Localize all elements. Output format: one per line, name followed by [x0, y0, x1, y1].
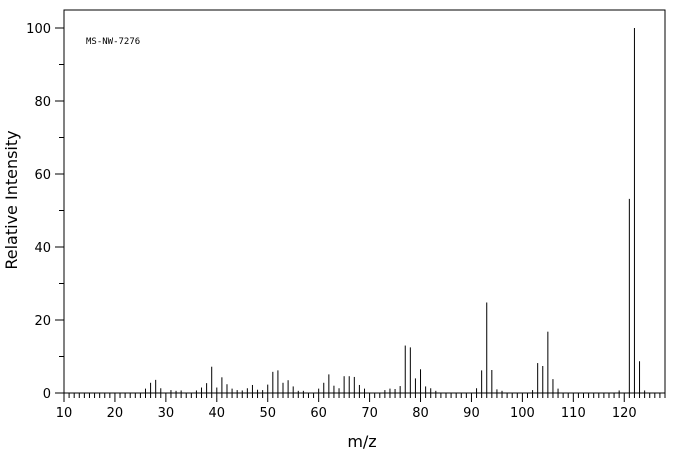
y-tick-label: 0	[43, 387, 51, 402]
x-tick-label: 110	[561, 406, 586, 421]
x-tick-label: 60	[310, 406, 327, 421]
spectrum-peaks	[144, 28, 646, 393]
x-tick-label: 10	[56, 406, 73, 421]
x-tick-label: 50	[259, 406, 276, 421]
x-tick-label: 40	[209, 406, 226, 421]
x-tick-label: 80	[412, 406, 429, 421]
x-tick-label: 100	[510, 406, 535, 421]
y-tick-label: 100	[26, 22, 51, 37]
y-axis-ticks: 0 20 40 60 80 100	[26, 22, 64, 402]
x-tick-label: 70	[361, 406, 378, 421]
y-tick-label: 60	[34, 168, 51, 183]
y-axis-title: Relative Intensity	[2, 130, 21, 269]
x-axis-ticks: 10 20 30 40 50 60 70 80 90 100 110 120	[56, 393, 637, 421]
y-tick-label: 80	[34, 95, 51, 110]
x-tick-label: 30	[158, 406, 175, 421]
y-tick-label: 40	[34, 241, 51, 256]
minor-ticks	[59, 64, 666, 398]
y-tick-label: 20	[34, 314, 51, 329]
x-tick-label: 120	[612, 406, 637, 421]
plot-frame	[63, 9, 666, 394]
x-tick-label: 20	[107, 406, 124, 421]
x-tick-label: 90	[463, 406, 480, 421]
x-axis-title: m/z	[347, 432, 376, 451]
spectrum-annotation: MS-NW-7276	[86, 37, 140, 47]
